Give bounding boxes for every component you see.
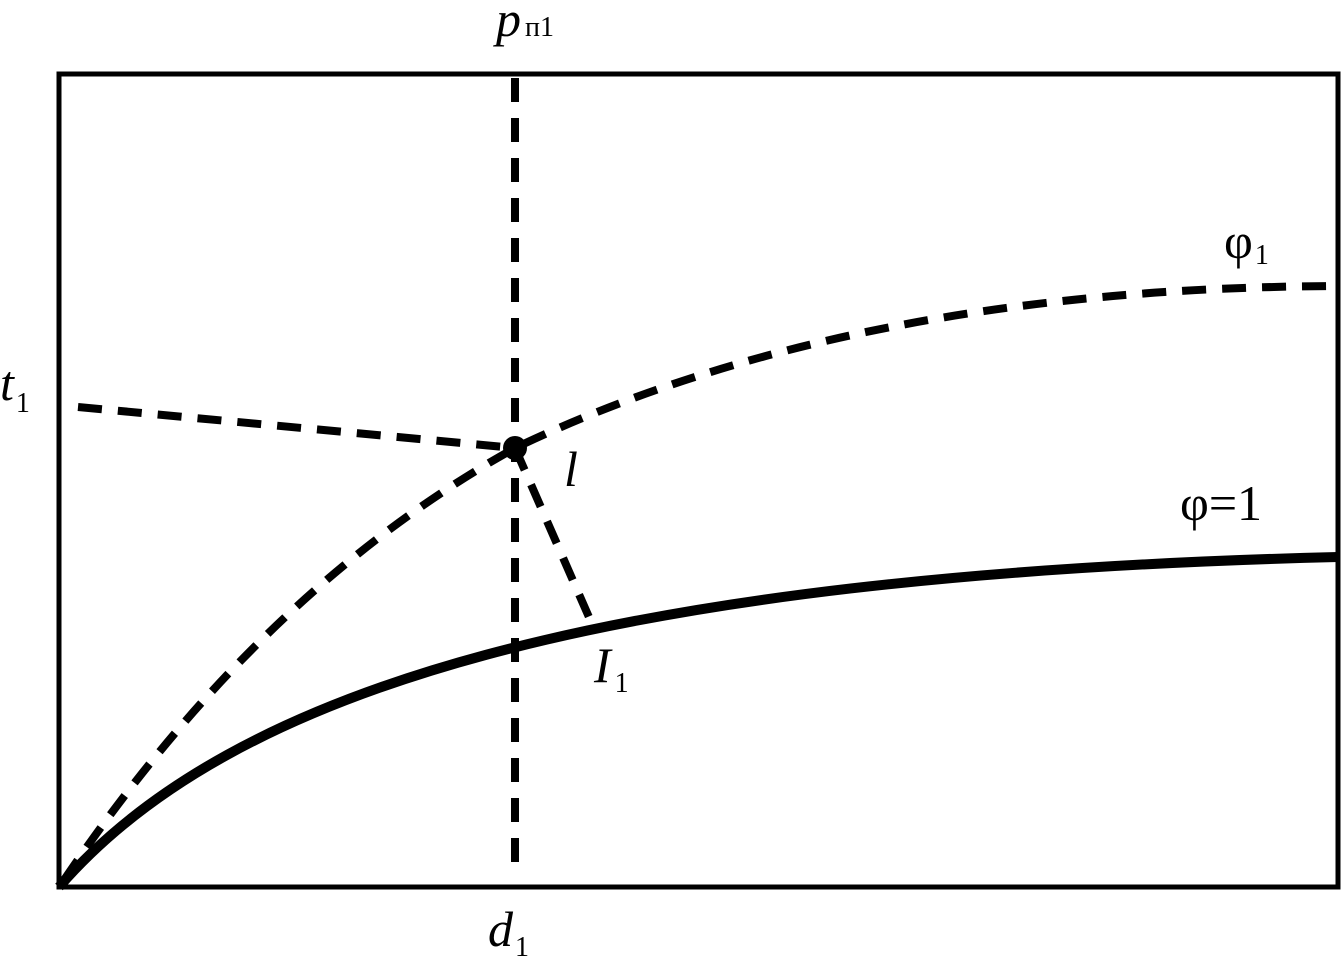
label-main: l (564, 441, 578, 497)
label-l: l (564, 441, 578, 497)
saturation-curve (55, 552, 1339, 891)
frame (56, 71, 1341, 890)
state-point (503, 436, 527, 460)
label-phi1: φ1 (1224, 213, 1269, 271)
label-main: p (493, 0, 521, 47)
label-sub: 1 (615, 668, 629, 699)
label-main: t (0, 355, 15, 411)
phi1-curve (60, 282, 1339, 883)
label-main: d (488, 901, 514, 957)
label-sub: 1 (16, 388, 30, 419)
label-sub: 1 (515, 932, 529, 960)
label-sub: 1 (1255, 240, 1269, 271)
temperature-line (77, 403, 516, 452)
label-t: t1 (0, 355, 30, 419)
label-d: d1 (488, 901, 529, 960)
label-sub: п1 (525, 12, 554, 43)
label-main: I (593, 637, 613, 693)
enthalpy-line (511, 446, 596, 626)
label-phi-eq-1: φ=1 (1180, 475, 1262, 531)
label-main: φ (1224, 213, 1253, 269)
label-p: p п1 (493, 0, 554, 47)
label-main: φ=1 (1180, 475, 1262, 531)
